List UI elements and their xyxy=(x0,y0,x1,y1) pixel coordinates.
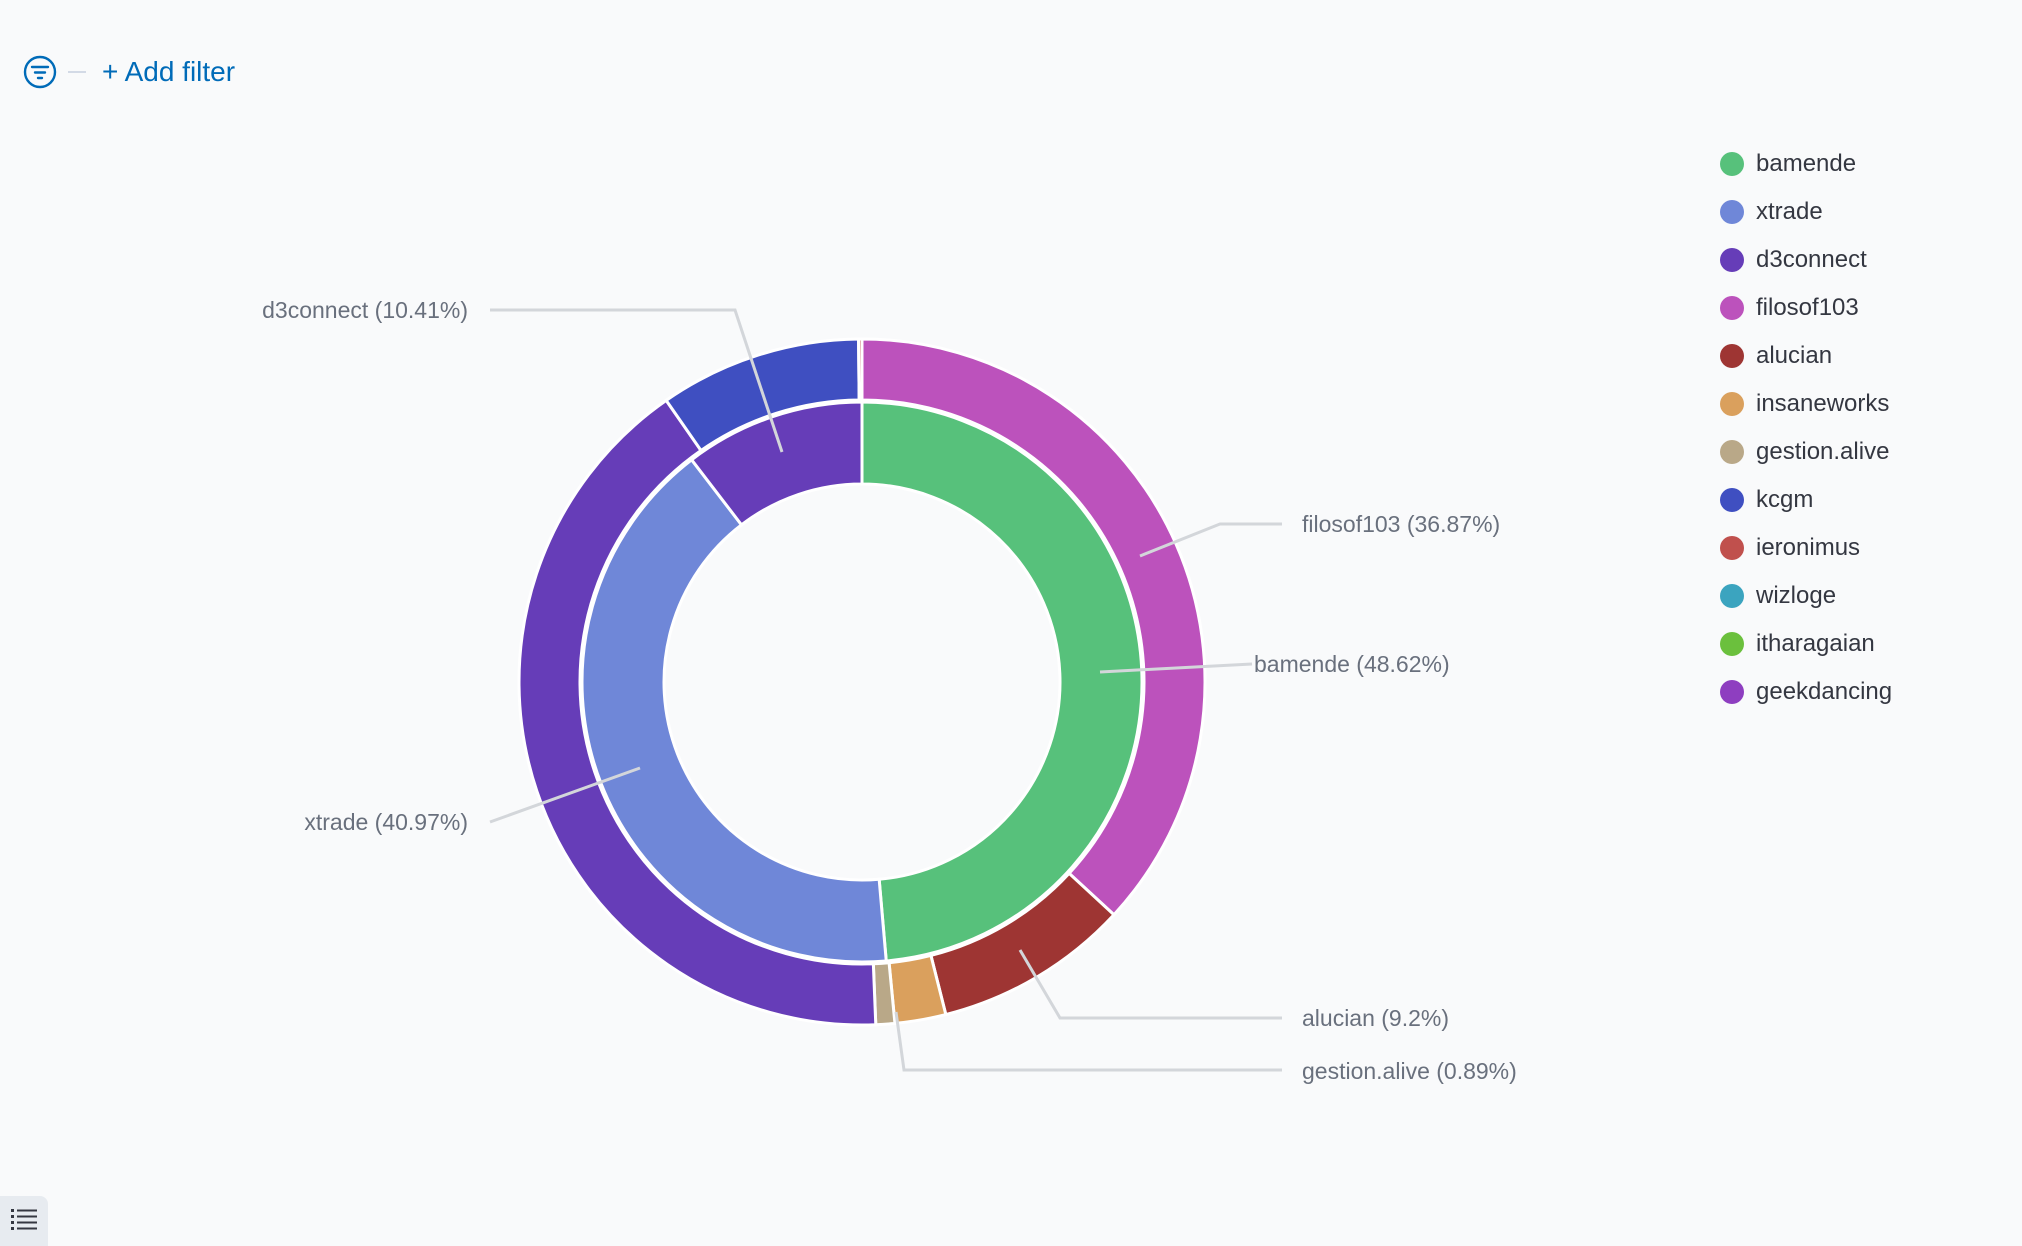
filter-separator xyxy=(68,71,86,73)
legend-item[interactable]: d3connect xyxy=(1720,236,1892,284)
legend-color-dot xyxy=(1720,392,1744,416)
outer-slice-ieronimus[interactable] xyxy=(857,337,864,402)
legend-label: gestion.alive xyxy=(1756,438,1890,465)
outer-slice-filosof103[interactable] xyxy=(860,337,1207,917)
legend-item[interactable]: insaneworks xyxy=(1720,380,1892,428)
legend-color-dot xyxy=(1720,152,1744,176)
legend-label: ieronimus xyxy=(1756,534,1861,561)
legend-label: itharagaian xyxy=(1756,630,1875,657)
slice-label: alucian (9.2%) xyxy=(1302,1005,1449,1031)
legend-item[interactable]: xtrade xyxy=(1720,188,1892,236)
legend-label: xtrade xyxy=(1756,198,1823,225)
legend-item[interactable]: filosof103 xyxy=(1720,284,1892,332)
legend-color-dot xyxy=(1720,536,1744,560)
leader-line xyxy=(490,308,784,453)
leader-line xyxy=(894,1011,1282,1072)
legend-item[interactable]: kcgm xyxy=(1720,476,1892,524)
filter-bar: + Add filter xyxy=(22,52,235,92)
legend-label: bamende xyxy=(1756,150,1857,177)
legend-label: geekdancing xyxy=(1756,678,1893,705)
legend-color-dot xyxy=(1720,632,1744,656)
slice-label: d3connect (10.41%) xyxy=(262,297,468,323)
slice-label: xtrade (40.97%) xyxy=(304,809,468,835)
legend-color-dot xyxy=(1720,248,1744,272)
leader-line xyxy=(1139,522,1282,558)
legend-item[interactable]: geekdancing xyxy=(1720,668,1892,716)
legend-label: alucian xyxy=(1756,342,1833,369)
legend-color-dot xyxy=(1720,440,1744,464)
add-filter-button[interactable]: + Add filter xyxy=(102,56,236,87)
legend-label: filosof103 xyxy=(1756,294,1859,321)
legend-color-dot xyxy=(1720,344,1744,368)
legend-label: wizloge xyxy=(1756,582,1837,609)
legend-color-dot xyxy=(1720,296,1744,320)
legend-item[interactable]: wizloge xyxy=(1720,572,1892,620)
legend-item[interactable]: alucian xyxy=(1720,332,1892,380)
leader-line xyxy=(1099,662,1253,674)
legend-color-dot xyxy=(1720,488,1744,512)
outer-slice-d3connect[interactable] xyxy=(517,398,878,1027)
chart-legend: bamende xtrade d3connect filosof103 alucian i… xyxy=(1720,140,1892,716)
inner-slice-d3connect[interactable] xyxy=(689,400,864,527)
inner-slice-bamende[interactable] xyxy=(860,400,1144,963)
leader-line xyxy=(1018,949,1282,1020)
legend-color-dot xyxy=(1720,680,1744,704)
legend-item[interactable]: ieronimus xyxy=(1720,524,1892,572)
leader-line xyxy=(489,766,641,824)
filter-icon[interactable] xyxy=(22,54,58,90)
legend-item[interactable]: itharagaian xyxy=(1720,620,1892,668)
legend-color-dot xyxy=(1720,200,1744,224)
list-icon xyxy=(11,1208,37,1235)
legend-item[interactable]: gestion.alive xyxy=(1720,428,1892,476)
legend-color-dot xyxy=(1720,584,1744,608)
inner-slice-xtrade[interactable] xyxy=(580,457,888,964)
legend-toggle-button[interactable] xyxy=(0,1196,48,1246)
legend-label: kcgm xyxy=(1756,486,1814,513)
legend-label: insaneworks xyxy=(1756,390,1890,417)
legend-item[interactable]: bamende xyxy=(1720,140,1892,188)
slice-label: gestion.alive (0.89%) xyxy=(1302,1058,1517,1084)
legend-label: d3connect xyxy=(1756,246,1867,273)
slice-label: bamende (48.62%) xyxy=(1254,651,1450,677)
slice-label: filosof103 (36.87%) xyxy=(1302,511,1500,537)
